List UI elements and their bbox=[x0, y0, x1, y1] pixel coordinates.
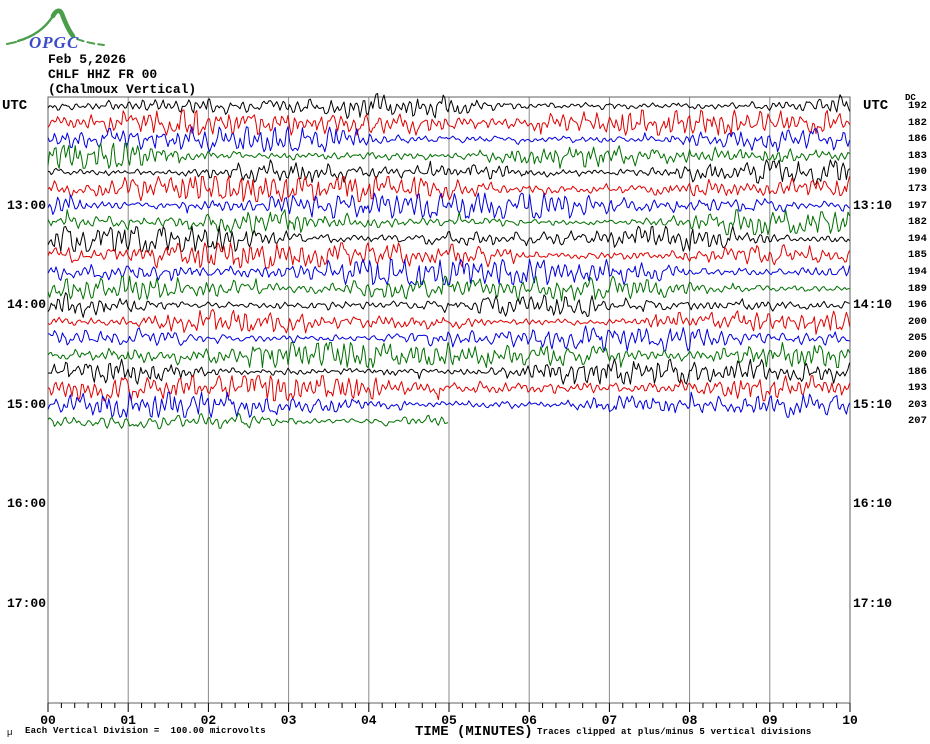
hour-label-left-1600: 16:00 bbox=[6, 496, 46, 512]
seismic-trace-1220 bbox=[47, 126, 851, 153]
dc-value-row-8: 194 bbox=[908, 232, 927, 245]
dc-value-row-6: 197 bbox=[908, 199, 927, 212]
x-tick-label-02: 02 bbox=[200, 713, 217, 728]
dc-value-row-7: 182 bbox=[908, 216, 927, 229]
dc-value-row-9: 185 bbox=[908, 249, 927, 262]
dc-value-row-17: 193 bbox=[908, 382, 927, 395]
dc-value-row-19: 207 bbox=[908, 415, 927, 428]
dc-value-row-3: 183 bbox=[908, 149, 927, 162]
x-tick-label-07: 07 bbox=[601, 713, 618, 728]
seismic-trace-1230 bbox=[47, 142, 850, 169]
seismic-trace-1330 bbox=[47, 242, 851, 269]
hour-label-left-1400: 14:00 bbox=[6, 297, 46, 313]
dc-value-row-13: 200 bbox=[908, 315, 927, 328]
dc-value-row-0: 192 bbox=[908, 100, 927, 112]
dc-value-row-18: 203 bbox=[908, 398, 927, 411]
seismic-trace-1450 bbox=[47, 375, 851, 402]
hour-label-right-1410: 14:10 bbox=[853, 297, 893, 313]
hour-label-right-1710: 17:10 bbox=[853, 596, 893, 611]
x-tick-label-00: 00 bbox=[40, 713, 56, 728]
dc-value-row-16: 186 bbox=[908, 365, 927, 378]
dc-value-row-14: 205 bbox=[908, 332, 927, 345]
hour-label-left-1700: 17:00 bbox=[6, 596, 46, 611]
seismic-trace-1310 bbox=[47, 209, 851, 236]
logo-dash-right bbox=[76, 38, 105, 46]
seismic-trace-1250 bbox=[47, 176, 851, 202]
x-axis-title: TIME (MINUTES) bbox=[415, 724, 533, 740]
seismic-trace-1440 bbox=[47, 358, 851, 385]
x-tick-label-01: 01 bbox=[120, 713, 136, 728]
seismic-trace-1430 bbox=[47, 342, 851, 368]
x-tick-label-05: 05 bbox=[441, 713, 457, 728]
seismic-trace-1500 bbox=[47, 391, 851, 418]
seismic-trace-1210 bbox=[47, 109, 851, 136]
opgc-logo: OPGC bbox=[6, 8, 105, 52]
dc-value-row-5: 173 bbox=[908, 183, 927, 195]
hour-label-left-1500: 15:00 bbox=[6, 396, 46, 412]
seismic-trace-1320 bbox=[47, 225, 850, 252]
utc-header-left: UTC bbox=[2, 98, 28, 114]
x-tick-label-10: 10 bbox=[842, 713, 858, 728]
hour-label-right-1610: 16:10 bbox=[853, 496, 893, 512]
seismic-trace-1510 bbox=[47, 412, 449, 430]
logo-text: OPGC bbox=[29, 33, 79, 52]
micro-mark: µ bbox=[7, 728, 13, 738]
seismic-trace-1300 bbox=[47, 192, 850, 219]
seismic-trace-1240 bbox=[47, 159, 850, 186]
vertical-scale-note: Each Vertical Division = 100.00 microvol… bbox=[25, 726, 266, 736]
logo-mountain-peak bbox=[50, 8, 76, 39]
hour-label-left-1300: 13:00 bbox=[6, 197, 46, 213]
dc-value-row-4: 190 bbox=[908, 166, 927, 179]
clipping-note: Traces clipped at plus/minus 5 vertical … bbox=[537, 727, 812, 737]
utc-header-right: UTC bbox=[863, 98, 889, 114]
seismic-trace-1420 bbox=[47, 325, 850, 352]
x-tick-label-08: 08 bbox=[681, 713, 698, 728]
dc-value-row-15: 200 bbox=[908, 349, 927, 361]
hour-label-right-1510: 15:10 bbox=[853, 396, 893, 412]
seismic-trace-1200 bbox=[47, 93, 851, 119]
seismic-trace-1410 bbox=[47, 308, 851, 335]
x-tick-label-09: 09 bbox=[761, 713, 778, 728]
seismic-trace-1350 bbox=[47, 275, 850, 302]
dc-header: DC bbox=[905, 93, 916, 103]
logo-mountain-rise bbox=[16, 14, 55, 43]
dc-value-row-10: 194 bbox=[908, 266, 927, 278]
dc-value-row-11: 189 bbox=[908, 282, 927, 295]
header-date: Feb 5,2026 bbox=[48, 52, 127, 67]
seismic-trace-1400 bbox=[47, 292, 850, 318]
header-station-code: CHLF HHZ FR 00 bbox=[48, 67, 158, 82]
x-tick-label-06: 06 bbox=[521, 713, 537, 728]
seismic-trace-1340 bbox=[47, 259, 851, 285]
dc-value-row-1: 182 bbox=[908, 116, 927, 129]
x-tick-label-04: 04 bbox=[360, 713, 377, 728]
x-tick-label-03: 03 bbox=[280, 713, 297, 728]
hour-label-right-1310: 13:10 bbox=[853, 197, 893, 213]
dc-value-row-2: 186 bbox=[908, 133, 927, 146]
dc-value-row-12: 196 bbox=[908, 299, 927, 312]
header-station-name: (Chalmoux Vertical) bbox=[48, 82, 197, 97]
logo-dash-left bbox=[6, 41, 17, 45]
